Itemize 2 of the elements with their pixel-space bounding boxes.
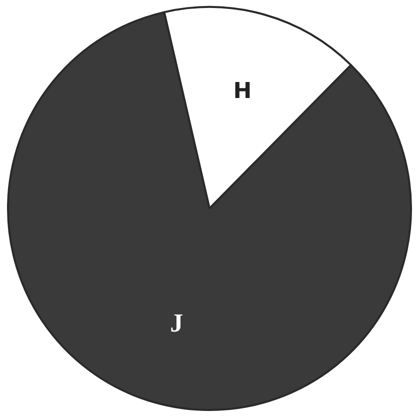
- slice-label: H: [233, 78, 252, 104]
- slice-label: J: [170, 308, 184, 338]
